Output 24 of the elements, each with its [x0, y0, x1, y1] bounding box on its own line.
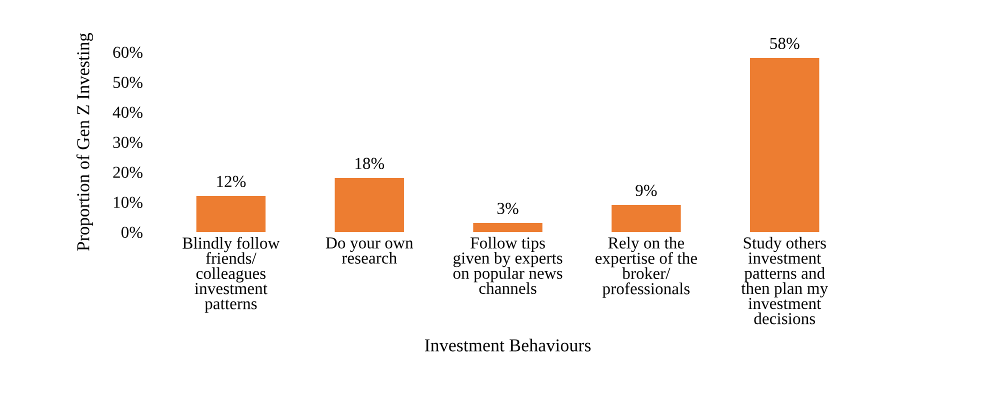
data-label: 12% [217, 176, 246, 188]
bar [612, 205, 681, 232]
data-label: 58% [770, 38, 800, 50]
bar [750, 58, 820, 232]
x-tick-label: Blindly follow friends/ colleagues investment patterns [182, 236, 280, 313]
bar [196, 196, 266, 232]
y-tick-label: 10% [114, 196, 142, 208]
data-label: 9% [636, 184, 657, 196]
x-tick-label: Rely on the expertise of the broker/ professionals [595, 236, 697, 298]
y-tick-label: 20% [113, 166, 142, 178]
x-tick-label: Do your own research [326, 237, 414, 264]
y-tick-label: 50% [113, 76, 142, 88]
bar [473, 223, 542, 232]
data-label: 18% [356, 158, 384, 170]
x-axis-title: Investment Behaviours [424, 338, 591, 352]
y-tick-label: 30% [113, 136, 142, 148]
bar [334, 178, 404, 232]
y-tick-label: 40% [112, 106, 142, 118]
y-tick-label: 60% [113, 46, 142, 58]
x-tick-label: Study others investment patterns and then plan my investment decisions [741, 236, 828, 324]
data-label: 3% [497, 202, 518, 214]
y-tick-label: 0% [121, 226, 142, 238]
x-tick-label: Follow tips given by experts on popular news channels [453, 236, 562, 294]
y-axis-title: Proportion of Gen Z Investing [76, 33, 94, 251]
